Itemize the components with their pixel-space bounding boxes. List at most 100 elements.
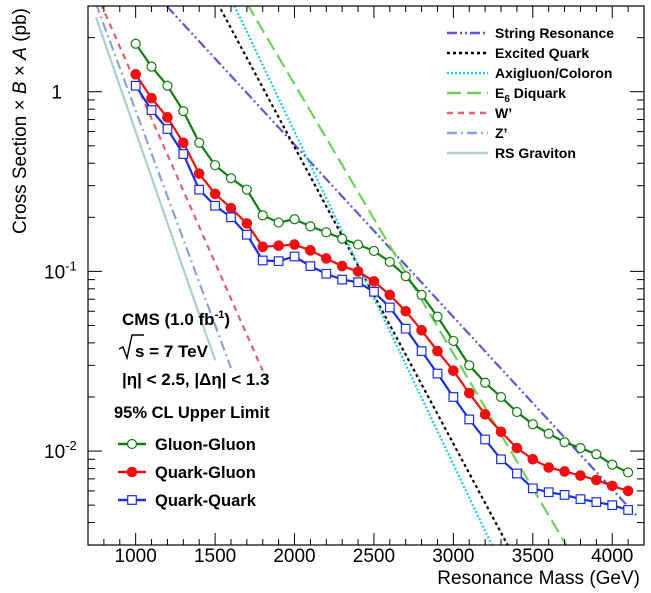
limit-series	[130, 69, 634, 497]
data-point	[416, 346, 427, 357]
data-point	[273, 240, 284, 251]
data-point	[146, 105, 157, 116]
data-point	[448, 365, 459, 377]
data-point	[320, 253, 332, 264]
data-point	[543, 462, 554, 473]
data-point	[130, 80, 141, 91]
data-point	[496, 454, 506, 465]
data-point	[162, 112, 173, 123]
data-point	[559, 466, 570, 477]
x-tick-label: 3500	[512, 546, 554, 567]
data-point	[241, 184, 252, 195]
legend-entry: String Resonance	[447, 25, 614, 41]
theory-line	[100, 6, 264, 372]
data-point	[193, 168, 205, 179]
data-point	[480, 377, 491, 388]
legend-label: E6 Diquark	[495, 85, 566, 105]
data-point	[209, 188, 221, 200]
series-line	[134, 73, 629, 492]
limit-series	[130, 38, 634, 478]
data-point	[400, 323, 411, 334]
sqrt-symbol	[118, 334, 144, 361]
axis-ticks	[88, 5, 645, 546]
data-point	[559, 490, 570, 500]
x-tick-label: 2000	[273, 546, 315, 567]
legend-entry: Quark-Gluon	[118, 464, 256, 482]
data-point	[241, 229, 252, 240]
data-point	[162, 124, 173, 134]
data-point	[194, 184, 205, 195]
data-point	[543, 428, 554, 439]
data-point	[575, 442, 586, 454]
data-point	[337, 233, 348, 244]
data-point	[464, 414, 475, 425]
y-tick-label: 10-2	[44, 438, 77, 463]
theory-line	[94, 16, 217, 361]
data-point	[575, 470, 586, 481]
eta-cut-label: |η| < 2.5, |Δη| < 1.3	[122, 370, 269, 389]
data-point	[178, 149, 189, 159]
limit-legend: Gluon-Gluon Quark-Gluon Quark-Quark	[118, 436, 257, 510]
data-point	[606, 480, 618, 492]
data-point	[495, 391, 507, 403]
data-point	[527, 483, 538, 494]
legend-label: W’	[495, 105, 512, 121]
data-point	[416, 325, 427, 336]
legend-entry: RS Graviton	[447, 145, 576, 161]
x-axis-label: Resonance Mass (GeV)	[437, 568, 640, 589]
data-point	[194, 137, 205, 148]
y-tick-label: 1	[51, 83, 62, 104]
data-point	[480, 434, 491, 445]
data-point	[257, 255, 268, 266]
data-point	[321, 227, 332, 238]
data-point	[607, 459, 618, 470]
data-point	[289, 214, 300, 225]
data-point	[305, 221, 316, 232]
theory-line	[247, 6, 568, 545]
theory-line	[95, 6, 233, 369]
data-point	[209, 160, 221, 171]
theory-curves	[94, 6, 637, 545]
data-point	[257, 241, 269, 253]
data-point	[448, 392, 459, 402]
data-point	[257, 210, 268, 221]
data-point	[305, 245, 316, 256]
data-point	[146, 61, 157, 72]
data-point	[336, 260, 348, 272]
data-point	[337, 274, 348, 285]
data-point	[432, 345, 443, 357]
data-point	[607, 500, 618, 511]
data-point	[352, 239, 364, 250]
legend-entry: Gluon-Gluon	[118, 436, 256, 454]
theory-legend: String Resonance Excited Quark Axigluon/Co…	[447, 25, 614, 161]
data-point	[226, 212, 236, 223]
y-axis-label: Cross Section × B × A (pb)	[10, 8, 31, 234]
data-point	[543, 487, 554, 498]
data-point	[178, 106, 189, 117]
data-point	[448, 335, 459, 347]
data-point	[622, 485, 634, 497]
data-point	[479, 409, 491, 420]
data-point	[559, 437, 570, 448]
annotation-block: CMS (1.0 fb-1) s = 7 TeV |η| < 2.5, |Δη|…	[114, 309, 270, 422]
y-tick-label: 10-1	[44, 258, 77, 283]
data-point	[384, 256, 395, 267]
energy-label: s = 7 TeV	[118, 334, 209, 361]
data-point	[527, 453, 539, 465]
x-tick-label: 3000	[432, 546, 474, 567]
data-point	[273, 256, 284, 267]
data-point	[130, 69, 141, 80]
data-point	[416, 289, 427, 300]
data-point	[384, 302, 395, 313]
energy-text: s = 7 TeV	[135, 342, 209, 361]
legend-entry: Z’	[447, 125, 507, 141]
data-point	[400, 271, 411, 282]
legend-entry: Quark-Quark	[118, 492, 257, 510]
data-point	[432, 368, 443, 379]
plot-frame	[87, 5, 645, 546]
data-point	[591, 449, 602, 460]
limit-series	[130, 80, 634, 515]
data-point	[623, 505, 634, 515]
data-point	[591, 497, 602, 507]
x-tick-label: 2500	[353, 546, 395, 567]
